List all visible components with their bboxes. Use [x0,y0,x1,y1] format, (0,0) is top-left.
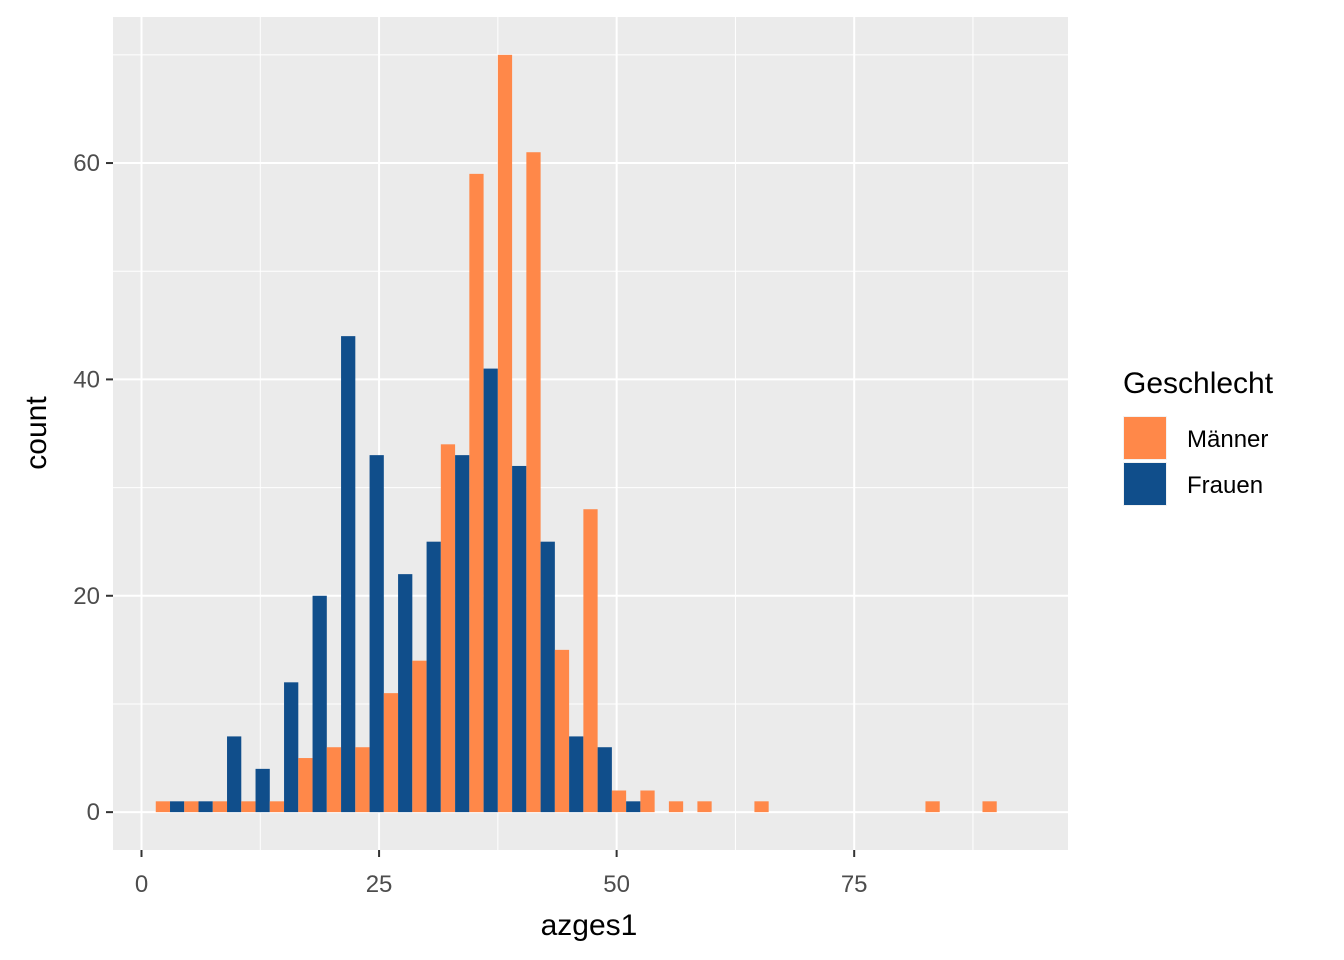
bar-m-nner [925,801,940,813]
bar-m-nner [754,801,769,813]
bar-frauen [341,336,356,813]
bar-m-nner [982,801,997,813]
bar-m-nner [640,790,655,813]
bar-m-nner [583,509,598,813]
bar-m-nner [355,747,370,813]
bar-frauen [284,682,299,813]
bar-frauen [227,736,242,813]
legend-label: Männer [1187,426,1268,453]
bar-m-nner [526,152,541,813]
bar-frauen [170,801,185,813]
bar-m-nner [155,801,171,813]
y-tick-label: 60 [73,150,100,177]
y-tick-label: 20 [73,583,100,610]
bar-m-nner [611,790,627,813]
bar-frauen [483,368,498,813]
y-axis-title: count [20,396,53,470]
bar-frauen [255,768,270,813]
bar-m-nner [269,801,285,813]
bar-m-nner [497,54,513,813]
legend-keys: Männer Frauen [1123,416,1268,506]
bar-frauen [198,801,213,813]
x-tick-label: 25 [366,871,393,898]
x-axis-title: azges1 [541,909,638,942]
bar-frauen [312,595,327,813]
bar-frauen [369,455,384,813]
bar-frauen [597,747,612,813]
legend-title: Geschlecht [1123,367,1274,400]
bar-m-nner [697,801,712,813]
x-tick-label: 0 [135,871,148,898]
bars [155,54,997,813]
bar-frauen [626,801,641,813]
bar-m-nner [668,801,684,813]
x-tick-label: 75 [841,871,868,898]
bar-m-nner [298,758,313,813]
bar-frauen [426,541,441,813]
bar-frauen [398,574,413,813]
legend-swatch-frauen [1124,463,1166,505]
legend: Geschlecht Männer Frauen [1123,367,1274,506]
y-tick-label: 0 [87,799,100,826]
x-tick-label: 50 [603,871,630,898]
bar-frauen [569,736,584,813]
legend-swatch-m-nner [1124,417,1166,459]
bar-m-nner [554,649,570,813]
bar-frauen [540,541,555,813]
bar-m-nner [440,444,456,813]
bar-frauen [512,465,527,813]
bar-m-nner [383,693,399,813]
bar-m-nner [184,801,199,813]
bar-m-nner [241,801,256,813]
bar-m-nner [212,801,228,813]
bar-m-nner [412,660,427,813]
bar-frauen [455,455,470,813]
y-tick-label: 40 [73,366,100,393]
legend-label: Frauen [1187,472,1263,499]
bar-m-nner [469,173,484,813]
x-axis: 0 25 50 75 [135,850,868,898]
y-axis: 0 20 40 60 [73,150,113,826]
bar-m-nner [326,747,342,813]
